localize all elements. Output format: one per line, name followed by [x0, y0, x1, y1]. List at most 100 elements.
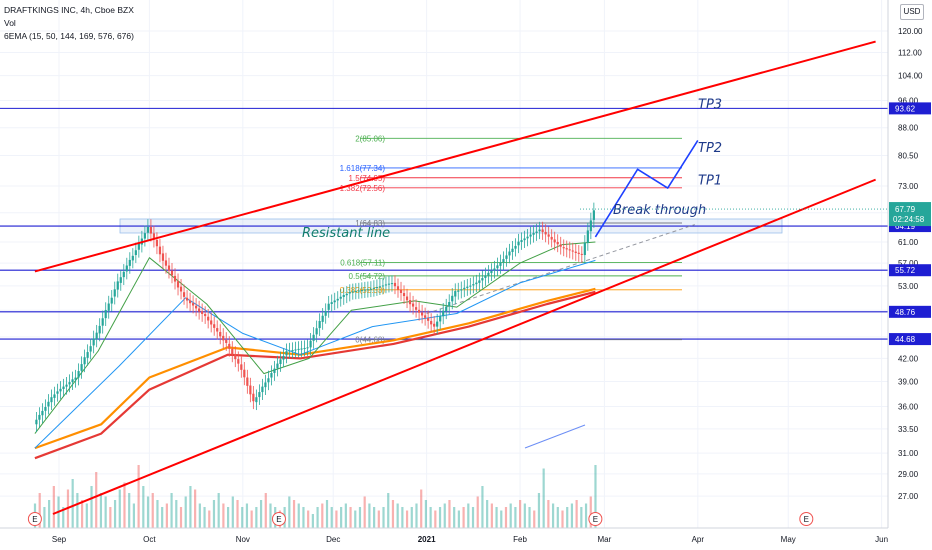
candle-body — [517, 241, 520, 246]
time-axis-panel — [0, 528, 888, 550]
candle-body — [544, 231, 547, 235]
candle-body — [342, 295, 345, 297]
candle-body — [535, 231, 538, 233]
price-level-tag — [889, 305, 931, 318]
candle-body — [116, 281, 119, 290]
candle-body — [128, 259, 131, 266]
candle-body — [279, 359, 282, 364]
candle-body — [433, 323, 436, 327]
fib-level-label: 0.618(57.11) — [340, 259, 385, 268]
candle-body — [532, 232, 535, 235]
volume-bar — [500, 510, 503, 528]
y-tick-label: 42.00 — [898, 354, 919, 363]
candle-body — [408, 300, 412, 305]
candle-body — [571, 250, 574, 252]
volume-bar — [146, 496, 150, 528]
currency-button[interactable]: USD — [900, 4, 924, 20]
candle-body — [369, 288, 372, 290]
candle-body — [417, 309, 421, 313]
y-tick-label: 120.00 — [898, 27, 923, 36]
x-tick-label: Mar — [598, 535, 612, 544]
fib-level-label: 2(85.06) — [355, 134, 385, 143]
candle-body — [155, 239, 159, 247]
earnings-marker-icon — [588, 512, 603, 526]
volume-bar — [52, 486, 55, 528]
volume-bar — [467, 503, 470, 528]
candle-body — [396, 286, 400, 290]
candle-body — [399, 289, 403, 293]
candle-body — [430, 320, 433, 325]
tp1-label: TP1 — [698, 174, 722, 189]
fib-level-label: 1.618(77.34) — [340, 164, 386, 173]
candle-body — [508, 251, 511, 256]
volume-bar — [424, 500, 428, 528]
candle-body — [107, 303, 110, 311]
volume-bar — [48, 500, 51, 528]
volume-bar — [123, 482, 126, 528]
candle-body — [267, 378, 270, 383]
candle-body — [475, 282, 478, 285]
candle-body — [336, 298, 339, 301]
volume-bar — [542, 468, 545, 528]
volume-bar — [250, 510, 253, 528]
volume-bar — [354, 510, 357, 528]
candle-body — [44, 407, 47, 411]
candle-body — [62, 386, 65, 390]
candle-body — [110, 297, 113, 304]
candle-body — [493, 268, 496, 271]
volume-bar — [137, 465, 140, 528]
volume-bar — [43, 507, 46, 528]
earnings-marker-label: E — [276, 515, 281, 524]
x-tick-label: Jun — [875, 535, 888, 544]
volume-bar — [292, 500, 296, 528]
candle-body — [228, 343, 231, 349]
candle-body — [402, 293, 406, 297]
volume-bar — [142, 486, 145, 528]
volume-bar — [99, 493, 103, 528]
candle-body — [288, 350, 291, 352]
y-tick-label: 31.00 — [898, 449, 919, 458]
candle-body — [56, 391, 59, 394]
last-price-label: 67.79 — [895, 205, 916, 214]
volume-bar — [222, 503, 225, 528]
y-tick-label: 88.00 — [898, 124, 919, 133]
candle-body — [568, 249, 571, 251]
volume-bar — [344, 503, 347, 528]
candle-body — [191, 303, 195, 306]
volume-bar — [128, 493, 131, 528]
earnings-marker-label: E — [804, 515, 809, 524]
candle-body — [188, 300, 192, 304]
volume-bar — [377, 510, 380, 528]
candle-body — [261, 386, 264, 393]
volume-bar — [307, 510, 310, 528]
candle-body — [167, 265, 171, 271]
break-through-label: Break through — [613, 203, 706, 218]
volume-bar — [495, 507, 498, 528]
candle-body — [345, 293, 348, 296]
candle-body — [35, 419, 38, 425]
candle-body — [439, 316, 442, 322]
candle-body — [457, 290, 460, 292]
candle-body — [538, 229, 541, 232]
volume-bar — [179, 507, 183, 528]
candle-body — [74, 377, 77, 380]
volume-bar — [373, 507, 376, 528]
candle-body — [303, 348, 306, 350]
volume-label: Vol — [4, 18, 16, 28]
y-tick-label: 96.00 — [898, 97, 919, 106]
volume-bar — [429, 507, 432, 528]
volume-bar — [420, 489, 423, 528]
volume-bar — [462, 507, 465, 528]
candle-body — [357, 290, 360, 292]
tp2-label: TP2 — [698, 141, 722, 156]
candle-body — [472, 284, 475, 286]
candle-body — [161, 253, 165, 261]
candle-body — [469, 285, 472, 287]
candle-body — [481, 278, 484, 281]
candle-body — [478, 280, 481, 283]
candle-body — [285, 351, 288, 356]
candle-body — [592, 210, 595, 220]
candle-body — [101, 318, 104, 326]
volume-bar — [184, 496, 187, 528]
